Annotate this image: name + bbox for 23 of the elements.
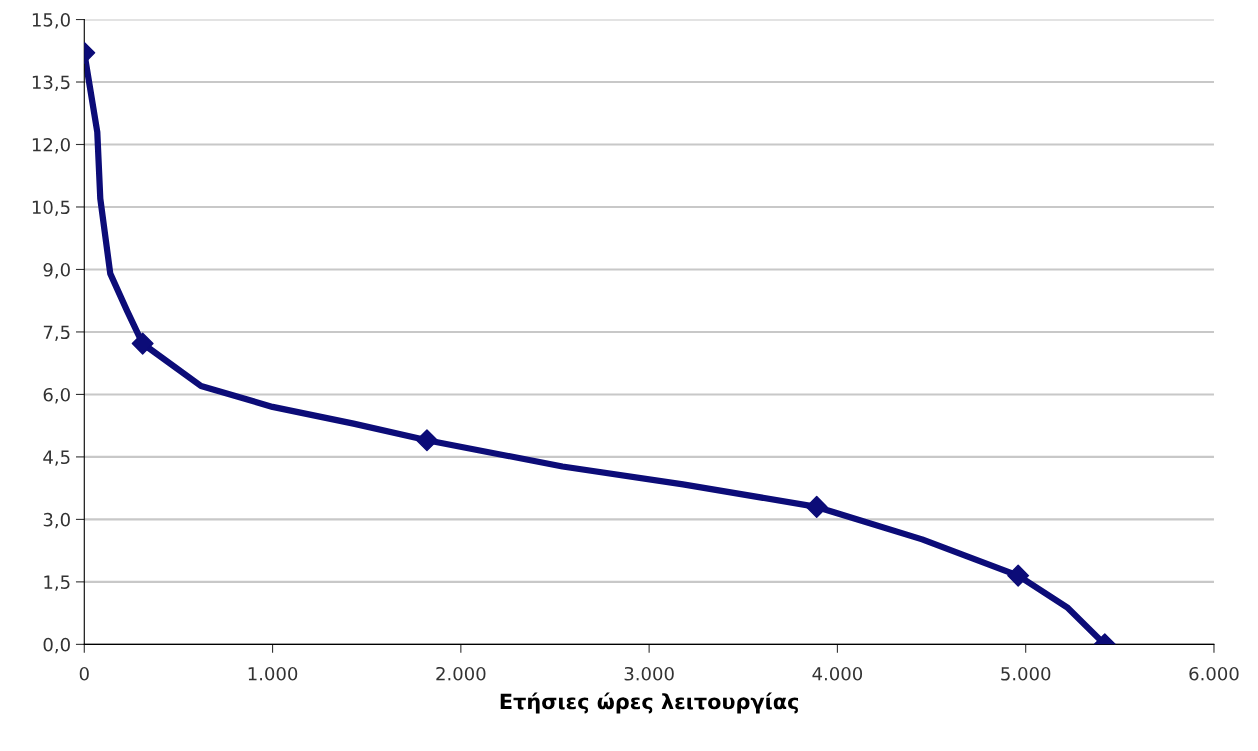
y-tick-label: 7,5 [43,325,70,341]
y-tick-label: 4,5 [43,450,70,466]
x-tick-label: 5.000 [1001,666,1051,681]
point [131,332,154,355]
point [1007,564,1030,587]
x-axis-title: Ετήσιες ώρες λειτουργίας [500,692,799,714]
y-tick-label: 12,0 [32,137,70,154]
point [415,429,438,452]
point [805,495,828,518]
y-tick-label: 15,0 [32,12,70,29]
x-tick-label: 3.000 [624,666,674,681]
x-tick-label: 4.000 [812,666,863,681]
x-tick-label: 6.000 [1189,666,1239,681]
y-tick-label: 6,0 [43,387,70,404]
x-tick-label: 2.000 [436,666,486,681]
y-tick-label: 3,0 [43,512,70,529]
y-tick-label: 1,5 [44,575,70,591]
y-tick-label: 10,5 [32,200,70,216]
y-tick-label: 9,0 [43,262,70,279]
y-tick-label: 0,0 [43,637,70,654]
x-tick-label: 0 [79,666,89,681]
x-tick-label: 1.000 [248,666,298,681]
y-tick-label: 13,5 [32,75,70,91]
